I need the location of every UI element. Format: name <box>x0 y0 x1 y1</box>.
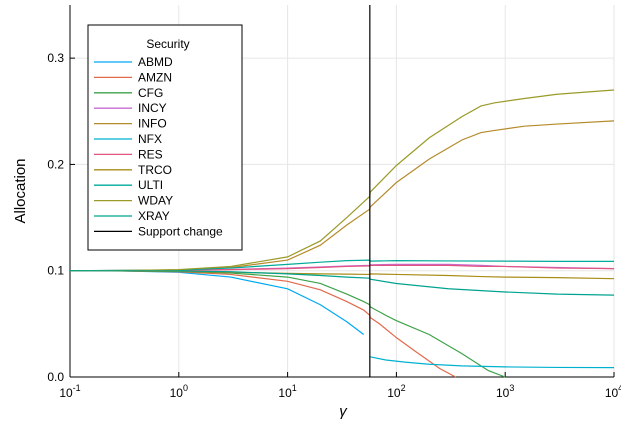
x-tick-label: 10-1 <box>59 383 80 400</box>
legend-label: NFX <box>138 132 162 146</box>
x-tick-labels: 10-1 100 101 102 103 104 <box>59 383 621 400</box>
series-line-nfx <box>370 356 615 369</box>
legend-label: CFG <box>138 86 163 100</box>
series-line-amzn <box>69 270 456 378</box>
legend-label: INFO <box>138 117 167 131</box>
y-tick-label: 0.2 <box>47 157 64 171</box>
y-axis-label: Allocation <box>12 158 29 223</box>
y-tick-label: 0.3 <box>47 51 64 65</box>
legend-label: Support change <box>138 224 223 238</box>
legend-label: ABMD <box>138 55 173 69</box>
legend-label: RES <box>138 147 163 161</box>
x-tick-label: 101 <box>278 383 296 400</box>
x-tick-label: 100 <box>170 383 188 400</box>
x-tick-label: 104 <box>605 383 621 400</box>
legend-label: INCY <box>138 101 167 115</box>
y-tick-labels: 0.0 0.1 0.2 0.3 <box>47 51 64 384</box>
legend-label: ULTI <box>138 178 163 192</box>
y-tick-label: 0.1 <box>47 264 64 278</box>
legend-label: XRAY <box>138 209 170 223</box>
legend-label: AMZN <box>138 70 172 84</box>
x-axis-label: γ <box>339 403 348 420</box>
legend-label: WDAY <box>138 194 173 208</box>
x-tick-label: 103 <box>496 383 514 400</box>
legend-title: Security <box>146 37 189 51</box>
y-tick-label: 0.0 <box>47 370 64 384</box>
x-tick-label: 102 <box>387 383 405 400</box>
legend-label: TRCO <box>138 163 172 177</box>
